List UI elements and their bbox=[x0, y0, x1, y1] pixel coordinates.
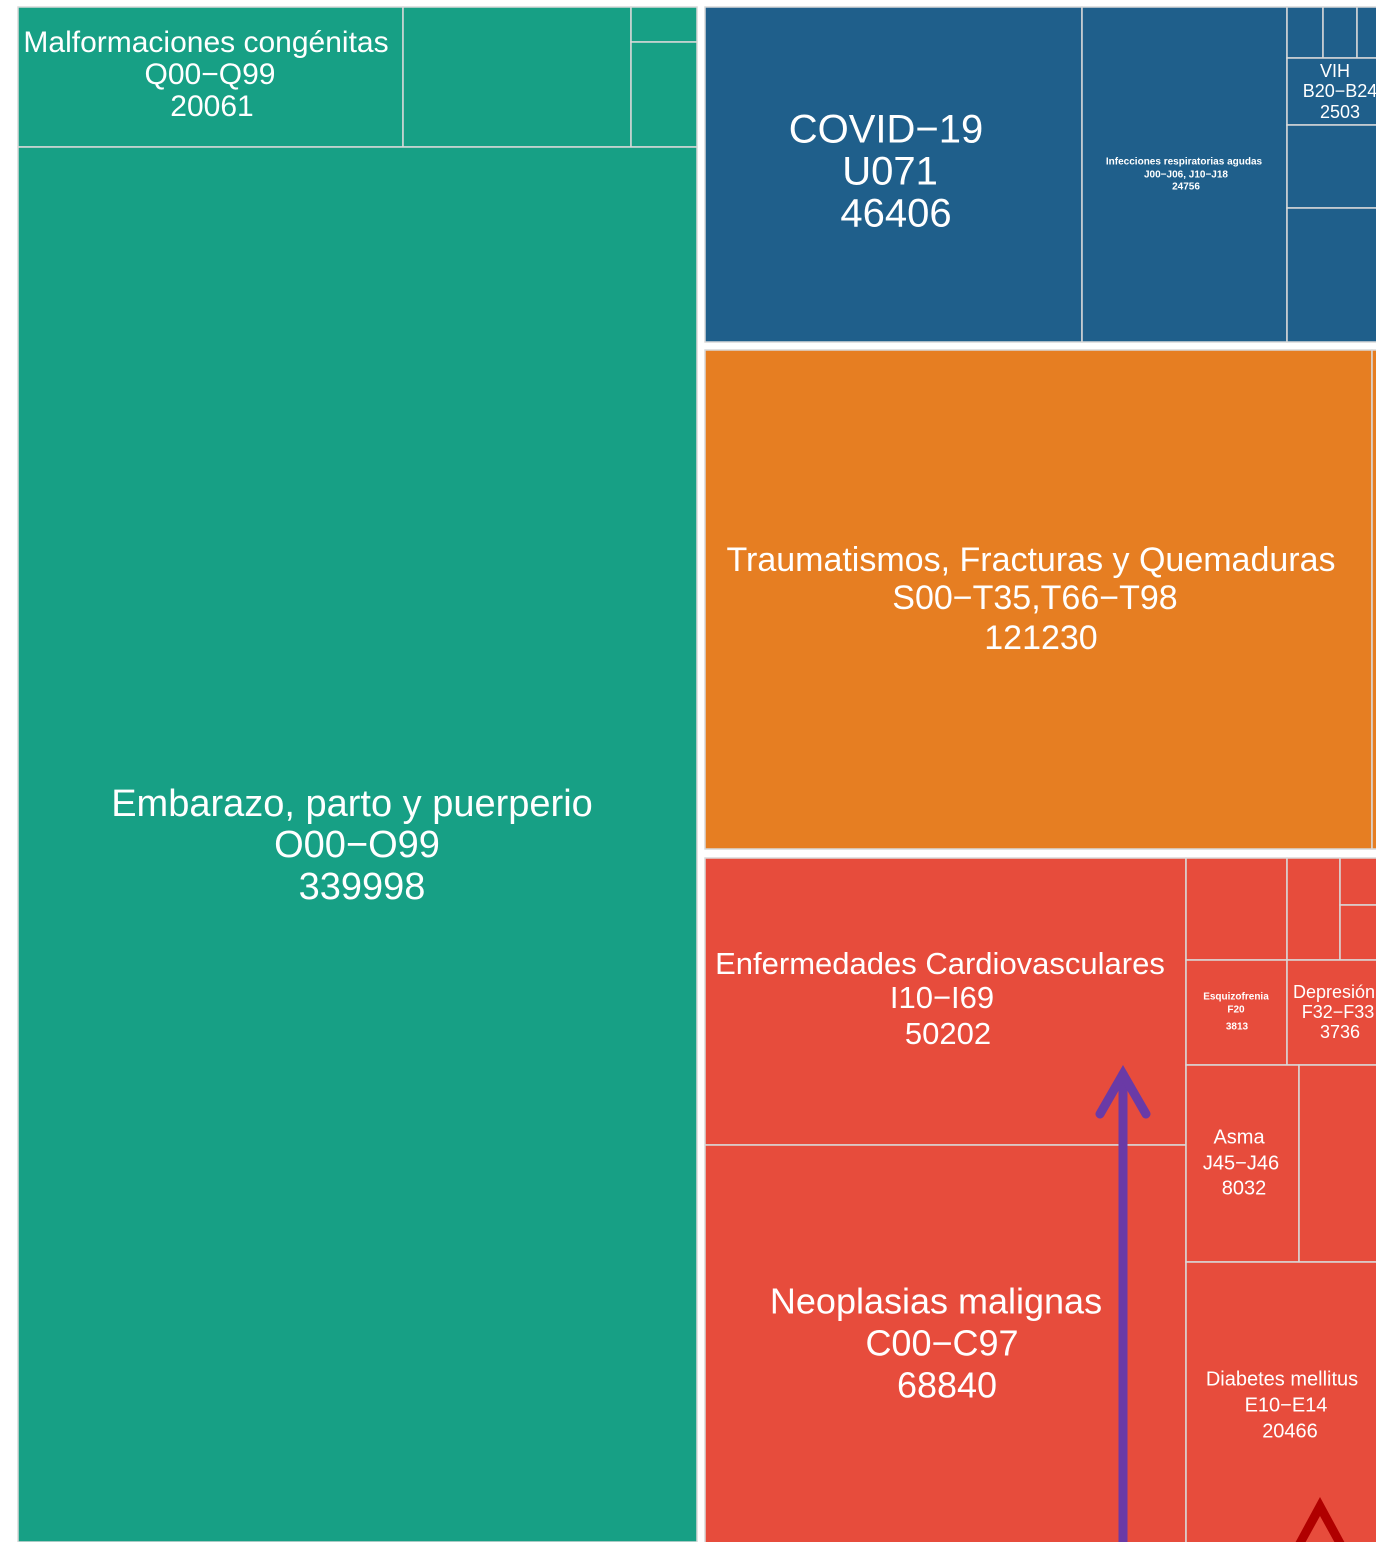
label-name: VIH bbox=[1320, 61, 1350, 81]
label-name: Traumatismos, Fracturas y Quemaduras bbox=[726, 541, 1335, 579]
tile bbox=[1286, 959, 1376, 1066]
label-value: 121230 bbox=[984, 619, 1097, 657]
tile-label: Malformaciones congénitas Q00−Q99 20061 bbox=[23, 26, 388, 123]
label-name: Esquizofrenia bbox=[1203, 992, 1269, 1003]
label-value: 68840 bbox=[897, 1365, 997, 1406]
label-code: E10−E14 bbox=[1245, 1394, 1328, 1416]
label-value: 24756 bbox=[1172, 182, 1200, 193]
label-name: Depresión bbox=[1293, 982, 1375, 1002]
tile bbox=[1185, 857, 1288, 961]
tile bbox=[17, 6, 404, 148]
label-value: 3736 bbox=[1320, 1022, 1360, 1042]
tile bbox=[1356, 6, 1376, 59]
tile-label: COVID−19 U071 46406 bbox=[789, 108, 984, 236]
tile-label: Traumatismos, Fracturas y Quemaduras S00… bbox=[726, 541, 1335, 657]
tile bbox=[1371, 349, 1376, 850]
label-code: F32−F33 bbox=[1302, 1002, 1375, 1022]
tile-label: Embarazo, parto y puerperio O00−O99 3399… bbox=[111, 783, 593, 908]
label-name: Enfermedades Cardiovasculares bbox=[715, 946, 1165, 981]
label-name: Malformaciones congénitas bbox=[23, 26, 388, 59]
arrow bbox=[1095, 1064, 1151, 1542]
label-name: Asma bbox=[1213, 1126, 1265, 1148]
label-code: J45−J46 bbox=[1203, 1152, 1279, 1174]
tile bbox=[17, 146, 698, 1542]
tile bbox=[1339, 857, 1376, 906]
tile-label: Asma J45−J46 8032 bbox=[1203, 1126, 1279, 1199]
tile bbox=[1339, 904, 1376, 961]
label-name: Diabetes mellitus bbox=[1206, 1368, 1358, 1390]
label-code: B20−B24 bbox=[1303, 81, 1376, 101]
tile bbox=[630, 41, 698, 148]
tile bbox=[1185, 1261, 1376, 1542]
label-value: 50202 bbox=[905, 1016, 991, 1051]
arrow bbox=[1295, 1497, 1345, 1542]
tile bbox=[630, 6, 698, 43]
tile-label: Neoplasias malignas C00−C97 68840 bbox=[770, 1281, 1102, 1406]
label-code: C00−C97 bbox=[865, 1323, 1018, 1364]
label-name: Embarazo, parto y puerperio bbox=[111, 783, 593, 825]
label-code: O00−O99 bbox=[274, 824, 440, 866]
tile bbox=[1286, 207, 1376, 343]
label-value: 20466 bbox=[1262, 1420, 1318, 1442]
label-code: Q00−Q99 bbox=[145, 58, 276, 91]
tile bbox=[704, 1144, 1187, 1542]
label-code: F20 bbox=[1227, 1005, 1245, 1016]
tile-label: Enfermedades Cardiovasculares I10−I69 50… bbox=[715, 946, 1165, 1051]
tile-label: Diabetes mellitus E10−E14 20466 bbox=[1206, 1368, 1358, 1442]
tile bbox=[1286, 6, 1324, 59]
tile bbox=[704, 6, 1083, 343]
label-code: I10−I69 bbox=[890, 980, 994, 1015]
label-name: COVID−19 bbox=[789, 108, 984, 152]
label-code: U071 bbox=[842, 150, 938, 194]
tile bbox=[1286, 124, 1376, 209]
label-name: Infecciones respiratorias agudas bbox=[1106, 157, 1263, 168]
tile bbox=[1298, 1064, 1376, 1263]
tile-label: VIH B20−B24 2503 bbox=[1303, 61, 1376, 122]
tile-label: Esquizofrenia F20 3813 bbox=[1203, 992, 1269, 1033]
label-value: 46406 bbox=[840, 192, 951, 236]
label-value: 339998 bbox=[299, 866, 426, 908]
label-value: 8032 bbox=[1222, 1177, 1267, 1199]
tile bbox=[1081, 6, 1288, 343]
tile bbox=[402, 6, 632, 148]
label-code: J00−J06, J10−J18 bbox=[1144, 170, 1228, 181]
label-value: 20061 bbox=[170, 90, 253, 123]
tile bbox=[1286, 857, 1341, 961]
tile bbox=[1286, 57, 1376, 126]
tile bbox=[1322, 6, 1358, 59]
tile-label: Depresión F32−F33 3736 bbox=[1293, 982, 1375, 1042]
label-value: 3813 bbox=[1226, 1022, 1249, 1033]
tile bbox=[1185, 1064, 1300, 1263]
label-value: 2503 bbox=[1320, 102, 1360, 122]
label-name: Neoplasias malignas bbox=[770, 1281, 1102, 1322]
label-code: S00−T35,T66−T98 bbox=[892, 579, 1177, 617]
tile-label: Infecciones respiratorias agudas J00−J06… bbox=[1106, 157, 1263, 193]
